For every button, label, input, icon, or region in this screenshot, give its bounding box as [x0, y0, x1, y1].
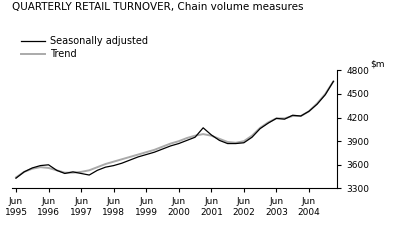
Legend: Seasonally adjusted, Trend: Seasonally adjusted, Trend — [17, 32, 152, 63]
Text: $m: $m — [370, 59, 385, 68]
Text: QUARTERLY RETAIL TURNOVER, Chain volume measures: QUARTERLY RETAIL TURNOVER, Chain volume … — [12, 2, 303, 12]
